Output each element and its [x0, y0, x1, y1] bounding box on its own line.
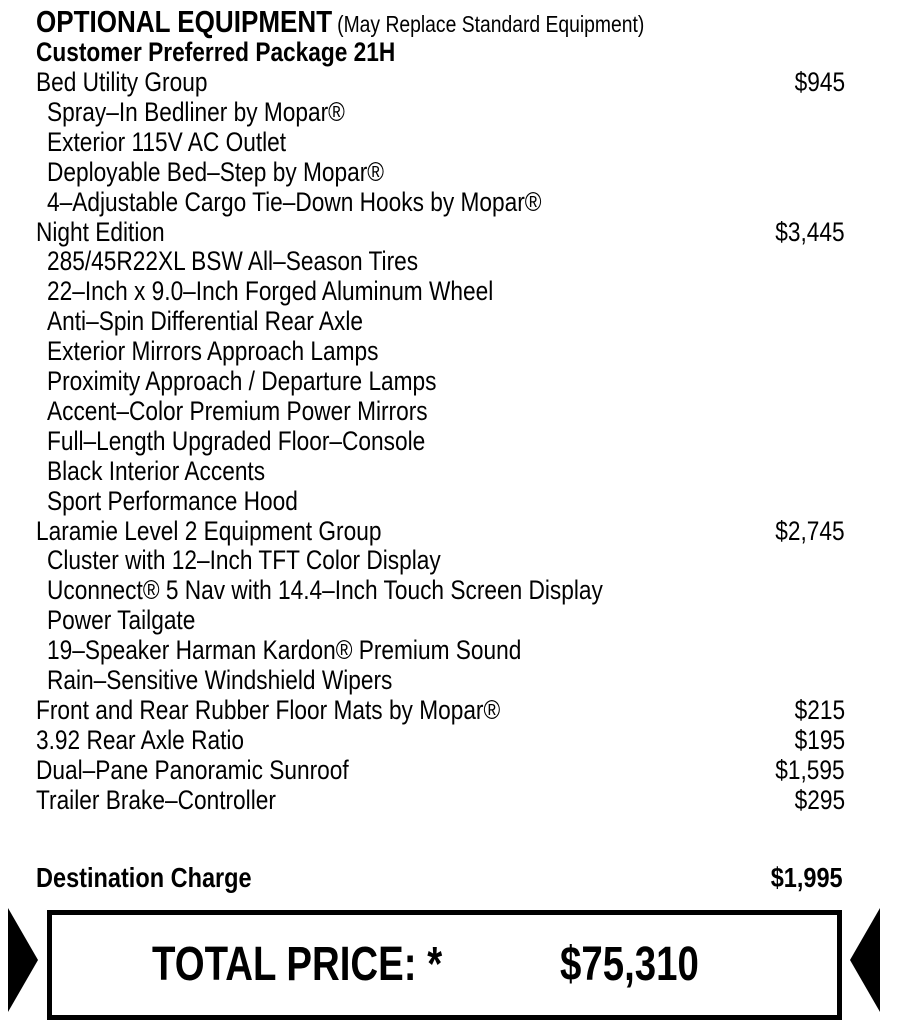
item-price: $295: [794, 784, 845, 815]
item-label: Laramie Level 2 Equipment Group: [36, 515, 382, 546]
item-label: Anti–Spin Differential Rear Axle: [47, 306, 364, 337]
item-label: Accent–Color Premium Power Mirrors: [47, 395, 428, 426]
item-price: $3,445: [775, 216, 845, 247]
right-arrow-icon: [850, 908, 880, 1012]
item-label: Bed Utility Group: [36, 67, 208, 97]
item-price: $215: [794, 694, 845, 725]
item-label: 19–Speaker Harman Kardon® Premium Sound: [47, 635, 522, 666]
item-label: Black Interior Accents: [47, 455, 266, 486]
destination-price: $1,995: [771, 862, 843, 893]
item-label: 285/45R22XL BSW All–Season Tires: [47, 246, 419, 277]
item-price: $2,745: [775, 515, 845, 546]
equipment-sub-item: Proximity Approach / Departure Lamps: [0, 366, 923, 396]
equipment-item: Dual–Pane Panoramic Sunroof $1,595: [0, 755, 923, 785]
item-label: Rain–Sensitive Windshield Wipers: [47, 665, 393, 695]
item-label: 3.92 Rear Axle Ratio: [36, 724, 245, 755]
equipment-sub-item: Deployable Bed–Step by Mopar®: [0, 157, 923, 187]
equipment-item: Trailer Brake–Controller $295: [0, 785, 923, 815]
item-label: Night Edition: [36, 216, 165, 247]
heading-note: (May Replace Standard Equipment): [337, 11, 645, 37]
section-title: OPTIONAL EQUIPMENT (May Replace Standard …: [36, 4, 644, 40]
item-label: Spray–In Bedliner by Mopar®: [47, 96, 345, 127]
item-price: $945: [794, 67, 845, 97]
package-name: Customer Preferred Package 21H: [36, 37, 396, 67]
optional-equipment-heading: OPTIONAL EQUIPMENT: [36, 4, 333, 39]
equipment-sub-item: Cluster with 12–Inch TFT Color Display: [0, 545, 923, 575]
item-label: Cluster with 12–Inch TFT Color Display: [47, 545, 441, 576]
item-price: $195: [794, 724, 845, 755]
equipment-sub-item: Rain–Sensitive Windshield Wipers: [0, 665, 923, 695]
equipment-item: Bed Utility Group $945: [0, 67, 923, 97]
equipment-item: 3.92 Rear Axle Ratio $195: [0, 725, 923, 755]
equipment-item: Night Edition $3,445: [0, 217, 923, 247]
equipment-sub-item: Power Tailgate: [0, 605, 923, 635]
item-price: $1,595: [775, 754, 845, 785]
item-label: Exterior 115V AC Outlet: [47, 126, 287, 157]
total-price-box: TOTAL PRICE: * $75,310: [47, 910, 842, 1020]
equipment-sub-item: Exterior 115V AC Outlet: [0, 127, 923, 157]
item-label: Deployable Bed–Step by Mopar®: [47, 156, 384, 187]
equipment-sub-item: Anti–Spin Differential Rear Axle: [0, 306, 923, 336]
item-label: Uconnect® 5 Nav with 14.4–Inch Touch Scr…: [47, 575, 603, 606]
equipment-sub-item: Uconnect® 5 Nav with 14.4–Inch Touch Scr…: [0, 575, 923, 605]
equipment-sub-item: 285/45R22XL BSW All–Season Tires: [0, 246, 923, 276]
equipment-sub-item: Full–Length Upgraded Floor–Console: [0, 426, 923, 456]
item-label: 4–Adjustable Cargo Tie–Down Hooks by Mop…: [47, 186, 542, 217]
item-label: Front and Rear Rubber Floor Mats by Mopa…: [36, 694, 501, 725]
item-label: Dual–Pane Panoramic Sunroof: [36, 754, 349, 785]
item-label: Exterior Mirrors Approach Lamps: [47, 336, 379, 367]
equipment-sub-item: Exterior Mirrors Approach Lamps: [0, 336, 923, 366]
equipment-sub-item: 22–Inch x 9.0–Inch Forged Aluminum Wheel: [0, 276, 923, 306]
package-row: Customer Preferred Package 21H: [0, 37, 923, 67]
equipment-sub-item: Sport Performance Hood: [0, 486, 923, 516]
item-label: Power Tailgate: [47, 605, 196, 636]
item-label: Full–Length Upgraded Floor–Console: [47, 425, 426, 456]
equipment-sub-item: Black Interior Accents: [0, 456, 923, 486]
total-price: $75,310: [560, 938, 699, 991]
equipment-sub-item: Spray–In Bedliner by Mopar®: [0, 97, 923, 127]
equipment-sub-item: 4–Adjustable Cargo Tie–Down Hooks by Mop…: [0, 187, 923, 217]
destination-label: Destination Charge: [36, 862, 252, 893]
equipment-item: Laramie Level 2 Equipment Group $2,745: [0, 516, 923, 546]
equipment-sub-item: Accent–Color Premium Power Mirrors: [0, 396, 923, 426]
equipment-item: Front and Rear Rubber Floor Mats by Mopa…: [0, 695, 923, 725]
item-label: 22–Inch x 9.0–Inch Forged Aluminum Wheel: [47, 276, 494, 307]
total-label: TOTAL PRICE: *: [152, 938, 443, 991]
item-label: Trailer Brake–Controller: [36, 784, 276, 815]
equipment-sub-item: 19–Speaker Harman Kardon® Premium Sound: [0, 635, 923, 665]
item-label: Sport Performance Hood: [47, 485, 298, 516]
item-label: Proximity Approach / Departure Lamps: [47, 366, 437, 396]
left-arrow-icon: [8, 908, 38, 1012]
